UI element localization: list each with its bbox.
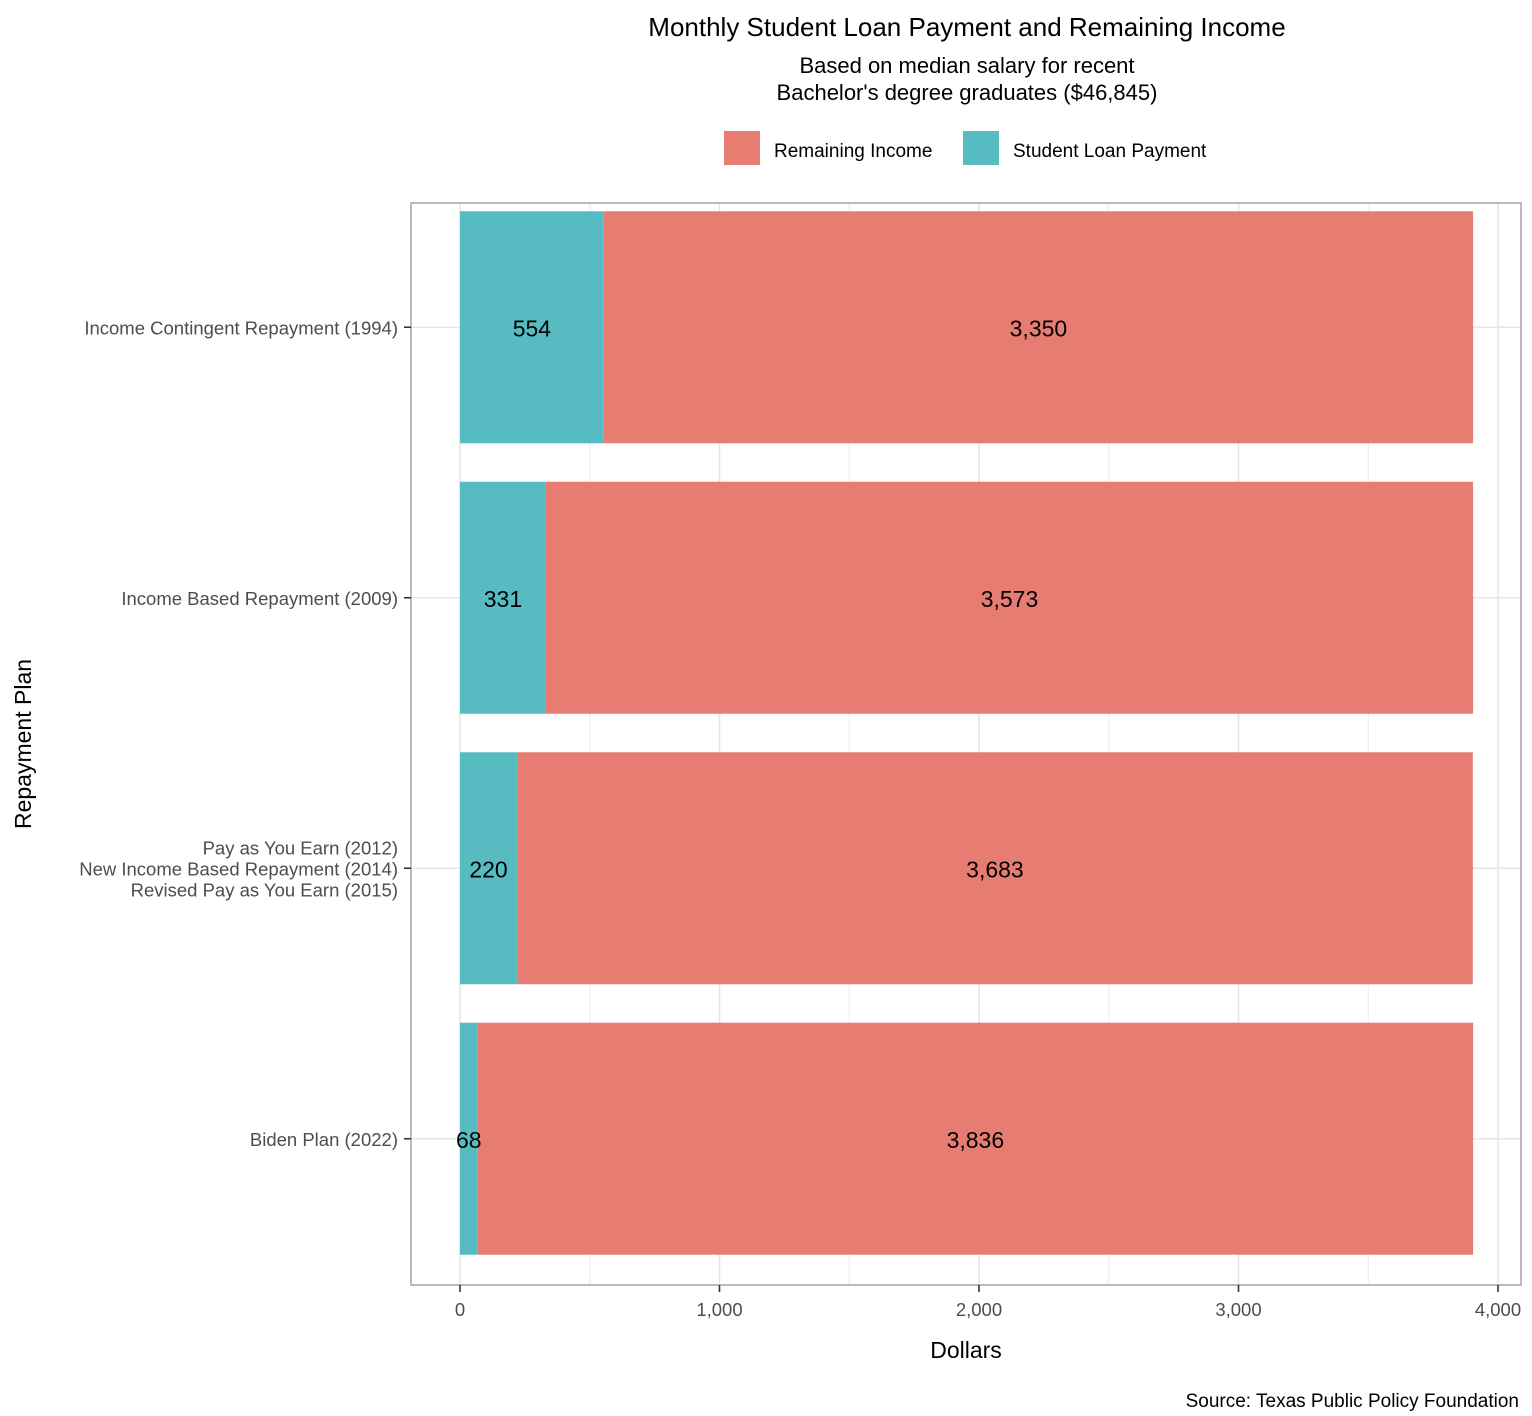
legend-label: Student Loan Payment <box>1013 141 1207 162</box>
legend-swatch <box>963 131 999 165</box>
x-tick-label: 0 <box>455 1299 465 1320</box>
bar-student-loan-payment <box>460 481 546 714</box>
data-label-payment: 331 <box>484 586 522 612</box>
x-tick-label: 3,000 <box>1215 1299 1261 1320</box>
data-label-remaining: 3,350 <box>1010 315 1068 341</box>
y-tick-label: Revised Pay as You Earn (2015) <box>131 879 398 900</box>
data-label-remaining: 3,836 <box>947 1127 1005 1153</box>
data-label-payment: 554 <box>513 315 552 341</box>
data-label-remaining: 3,573 <box>981 586 1039 612</box>
chart-subtitle-line: Bachelor's degree graduates ($46,845) <box>777 80 1158 105</box>
bar-student-loan-payment <box>460 211 604 444</box>
x-tick-label: 2,000 <box>956 1299 1002 1320</box>
data-label-remaining: 3,683 <box>966 856 1024 882</box>
chart-caption: Source: Texas Public Policy Foundation <box>1186 1391 1519 1412</box>
legend-swatch <box>724 131 760 165</box>
y-axis-title: Repayment Plan <box>10 659 36 829</box>
data-label-payment: 68 <box>456 1127 482 1153</box>
chart-subtitle-line: Based on median salary for recent <box>799 53 1134 78</box>
bar-remaining-income <box>545 481 1474 714</box>
x-axis-title: Dollars <box>930 1337 1002 1363</box>
chart-title: Monthly Student Loan Payment and Remaini… <box>648 12 1285 42</box>
bar-remaining-income <box>517 752 1473 985</box>
bar-remaining-income <box>603 211 1474 444</box>
panel-border <box>410 202 1522 1286</box>
legend-label: Remaining Income <box>774 141 932 162</box>
y-tick-label: New Income Based Repayment (2014) <box>79 858 398 879</box>
bar-student-loan-payment <box>460 752 518 985</box>
bars <box>460 211 1474 1255</box>
y-tick-label: Pay as You Earn (2012) <box>203 837 398 858</box>
bar-remaining-income <box>477 1022 1474 1255</box>
y-tick-label: Biden Plan (2022) <box>250 1129 398 1150</box>
y-tick-label: Income Contingent Repayment (1994) <box>84 317 398 338</box>
y-tick-label: Income Based Repayment (2009) <box>121 588 398 609</box>
data-label-payment: 220 <box>469 856 507 882</box>
x-tick-label: 4,000 <box>1475 1299 1521 1320</box>
x-tick-label: 1,000 <box>696 1299 742 1320</box>
bar-student-loan-payment <box>460 1022 478 1255</box>
